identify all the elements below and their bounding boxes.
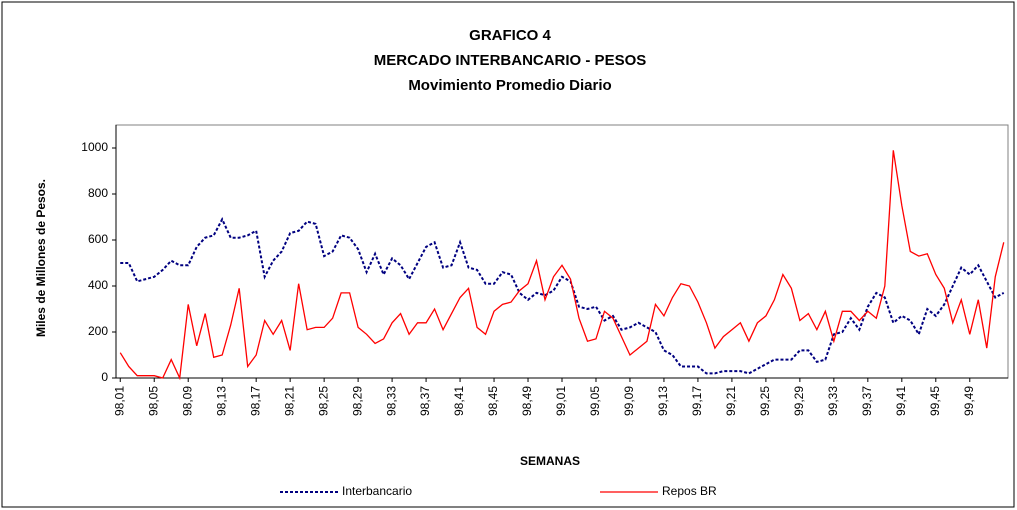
- legend-label: Repos BR: [662, 484, 717, 498]
- x-tick-label: 99,49: [962, 386, 976, 416]
- x-tick-label: 99,29: [792, 386, 806, 416]
- chart-title: GRAFICO 4: [469, 27, 551, 44]
- x-tick-label: 98,45: [486, 386, 500, 416]
- x-tick-label: 99,21: [724, 386, 738, 416]
- x-tick-label: 99,09: [622, 386, 636, 416]
- legend-label: Interbancario: [342, 484, 412, 498]
- x-tick-label: 99,01: [554, 386, 568, 416]
- x-tick-label: 99,25: [758, 386, 772, 416]
- series-line: [119, 150, 1005, 381]
- y-axis-title: Miles de Millones de Pesos.: [34, 179, 48, 337]
- y-tick-label: 400: [88, 278, 108, 292]
- x-tick-label: 99,41: [894, 386, 908, 416]
- chart-title: MERCADO INTERBANCARIO - PESOS: [374, 52, 647, 69]
- x-axis-title: SEMANAS: [520, 454, 580, 468]
- y-tick-label: 800: [88, 186, 108, 200]
- x-tick-label: 98,13: [214, 386, 228, 416]
- x-tick-label: 98,41: [452, 386, 466, 416]
- x-tick-label: 99,05: [588, 386, 602, 416]
- x-tick-label: 98,09: [180, 386, 194, 416]
- x-tick-label: 98,25: [316, 386, 330, 416]
- x-tick-label: 99,45: [928, 386, 942, 416]
- x-tick-label: 98,01: [112, 386, 126, 416]
- x-tick-label: 99,17: [690, 386, 704, 416]
- chart-title: Movimiento Promedio Diario: [408, 77, 611, 94]
- y-tick-label: 1000: [81, 140, 108, 154]
- x-tick-label: 98,21: [282, 386, 296, 416]
- x-tick-label: 98,37: [418, 386, 432, 416]
- x-tick-label: 98,33: [384, 386, 398, 416]
- x-tick-label: 98,17: [248, 386, 262, 416]
- x-tick-label: 98,49: [520, 386, 534, 416]
- x-tick-label: 99,37: [860, 386, 874, 416]
- y-tick-label: 600: [88, 232, 108, 246]
- x-tick-label: 98,05: [146, 386, 160, 416]
- y-tick-label: 0: [101, 370, 108, 384]
- x-tick-label: 99,13: [656, 386, 670, 416]
- x-tick-label: 99,33: [826, 386, 840, 416]
- x-tick-label: 98,29: [350, 386, 364, 416]
- y-tick-label: 200: [88, 324, 108, 338]
- series-line: [120, 217, 1005, 375]
